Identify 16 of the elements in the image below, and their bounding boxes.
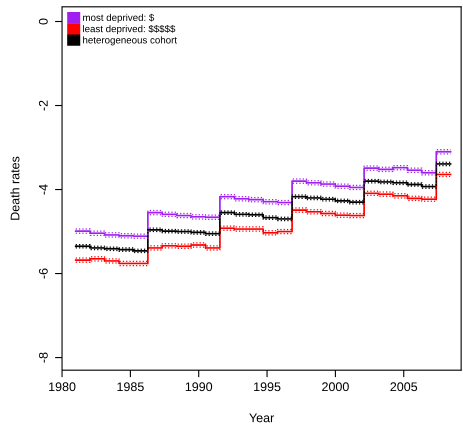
y-axis-title: Death rates	[10, 156, 20, 220]
y-tick-label: 0	[38, 18, 48, 24]
x-tick-label: 1990	[186, 382, 212, 392]
legend-label: most deprived: $	[83, 14, 154, 23]
y-tick-label: -4	[39, 184, 48, 195]
y-tick-label: -8	[38, 352, 48, 363]
legend-label: least deprived: $$$$$	[83, 24, 176, 34]
x-tick-label: 1985	[117, 382, 144, 392]
x-tick-label: 1995	[254, 382, 280, 392]
x-axis-title: Year	[249, 414, 274, 422]
legend-label: heterogeneous cohort	[83, 36, 177, 46]
x-tick-label: 1980	[49, 382, 76, 392]
y-tick-label: -2	[38, 100, 48, 111]
x-tick-label: 2000	[322, 382, 349, 392]
y-tick-label: -6	[38, 268, 48, 279]
x-tick-label: 2005	[390, 382, 418, 392]
